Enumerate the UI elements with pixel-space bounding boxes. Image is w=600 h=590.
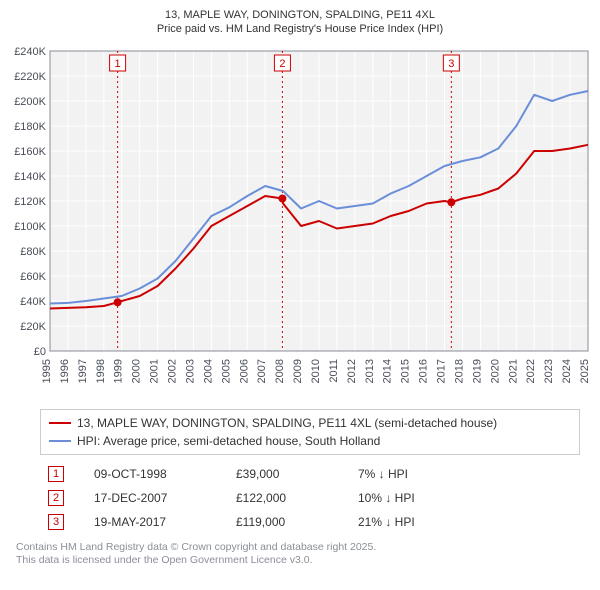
svg-text:2007: 2007 [256,359,268,383]
svg-text:2001: 2001 [149,359,161,383]
svg-text:£80K: £80K [20,246,46,258]
svg-text:1: 1 [115,58,121,70]
legend-label: HPI: Average price, semi-detached house,… [77,432,380,450]
event-row: 3 19-MAY-2017 £119,000 21% ↓ HPI [42,511,578,533]
legend-item: 13, MAPLE WAY, DONINGTON, SPALDING, PE11… [49,414,571,432]
event-date: 17-DEC-2007 [88,487,228,509]
svg-text:2006: 2006 [238,359,250,383]
svg-text:£200K: £200K [14,96,46,108]
svg-text:£0: £0 [34,346,46,358]
svg-text:£180K: £180K [14,121,46,133]
svg-text:2016: 2016 [418,359,430,383]
svg-text:2025: 2025 [579,359,591,383]
svg-text:2020: 2020 [489,359,501,383]
event-date: 09-OCT-1998 [88,463,228,485]
event-diff: 10% ↓ HPI [352,487,578,509]
svg-text:2003: 2003 [184,359,196,383]
svg-text:2005: 2005 [220,359,232,383]
svg-text:1999: 1999 [113,359,125,383]
event-row: 1 09-OCT-1998 £39,000 7% ↓ HPI [42,463,578,485]
svg-text:£160K: £160K [14,146,46,158]
legend-swatch [49,440,71,442]
footnote: Contains HM Land Registry data © Crown c… [16,541,592,568]
chart: £0 £20K £40K £60K £80K £100K £120K £140K £160K £1… [8,43,592,403]
chart-title-line1: 13, MAPLE WAY, DONINGTON, SPALDING, PE11… [8,8,592,22]
svg-text:2010: 2010 [310,359,322,383]
svg-text:2015: 2015 [400,359,412,383]
legend-swatch [49,422,71,424]
legend: 13, MAPLE WAY, DONINGTON, SPALDING, PE11… [40,409,580,455]
svg-text:2008: 2008 [274,359,286,383]
event-price: £119,000 [230,511,350,533]
svg-text:£220K: £220K [14,71,46,83]
event-price: £39,000 [230,463,350,485]
event-diff: 7% ↓ HPI [352,463,578,485]
svg-text:2002: 2002 [167,359,179,383]
chart-svg: £0 £20K £40K £60K £80K £100K £120K £140K £160K £1… [8,43,592,403]
event-badge: 1 [48,466,64,482]
svg-text:2011: 2011 [328,359,340,383]
event-badge: 3 [48,514,64,530]
svg-text:2023: 2023 [543,359,555,383]
event-row: 2 17-DEC-2007 £122,000 10% ↓ HPI [42,487,578,509]
svg-text:£40K: £40K [20,296,46,308]
svg-text:2013: 2013 [364,359,376,383]
event-diff: 21% ↓ HPI [352,511,578,533]
svg-text:£60K: £60K [20,271,46,283]
footnote-line: Contains HM Land Registry data © Crown c… [16,541,592,555]
svg-text:2: 2 [279,58,285,70]
chart-title: 13, MAPLE WAY, DONINGTON, SPALDING, PE11… [8,8,592,37]
svg-text:2014: 2014 [382,359,394,383]
legend-item: HPI: Average price, semi-detached house,… [49,432,571,450]
svg-text:£120K: £120K [14,196,46,208]
svg-text:£240K: £240K [14,46,46,58]
svg-text:1995: 1995 [41,359,53,383]
svg-text:2021: 2021 [507,359,519,383]
svg-text:2009: 2009 [292,359,304,383]
footnote-line: This data is licensed under the Open Gov… [16,554,592,568]
svg-text:2000: 2000 [131,359,143,383]
event-date: 19-MAY-2017 [88,511,228,533]
svg-text:£100K: £100K [14,221,46,233]
event-badge: 2 [48,490,64,506]
svg-text:£140K: £140K [14,171,46,183]
legend-label: 13, MAPLE WAY, DONINGTON, SPALDING, PE11… [77,414,497,432]
svg-text:1998: 1998 [95,359,107,383]
svg-text:2017: 2017 [436,359,448,383]
svg-text:2022: 2022 [525,359,537,383]
svg-text:£20K: £20K [20,321,46,333]
events-table: 1 09-OCT-1998 £39,000 7% ↓ HPI 2 17-DEC-… [40,461,580,535]
svg-text:1996: 1996 [59,359,71,383]
svg-text:2018: 2018 [453,359,465,383]
svg-text:2012: 2012 [346,359,358,383]
event-price: £122,000 [230,487,350,509]
svg-text:3: 3 [448,58,454,70]
svg-text:2024: 2024 [561,359,573,383]
svg-text:1997: 1997 [77,359,89,383]
chart-title-line2: Price paid vs. HM Land Registry's House … [8,22,592,36]
svg-text:2004: 2004 [202,359,214,383]
figure-container: { "title": { "line1": "13, MAPLE WAY, DO… [0,0,600,572]
svg-text:2019: 2019 [471,359,483,383]
